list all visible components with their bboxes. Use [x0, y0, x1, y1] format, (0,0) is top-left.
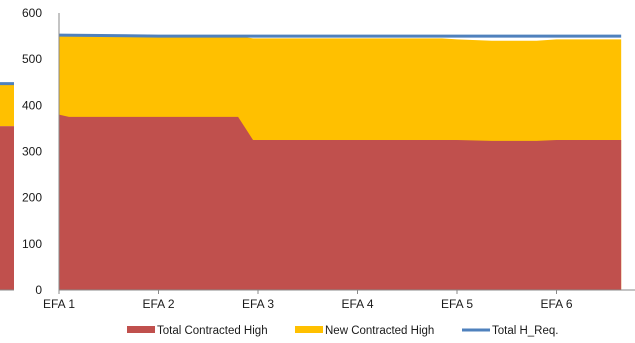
- y-tick-label: 0: [35, 283, 42, 297]
- legend-label: Total H_Req.: [492, 325, 558, 337]
- legend-item-total-contracted-high: Total Contracted High: [127, 325, 268, 337]
- y-tick-label: 200: [22, 191, 42, 205]
- legend-swatch: [295, 326, 323, 333]
- left-panel-contracted-area: [0, 126, 14, 290]
- clipped-chart-left: [0, 84, 14, 290]
- left-panel-new-contracted-area: [0, 85, 14, 127]
- x-tick-label: EFA 3: [242, 297, 274, 311]
- plot-area: [59, 35, 621, 290]
- series-total-h-req-line: [59, 35, 621, 36]
- series-total-contracted-high-area: [59, 115, 621, 290]
- y-tick-label: 600: [22, 6, 42, 20]
- legend-swatch: [127, 326, 155, 333]
- y-tick-label: 500: [22, 52, 42, 66]
- x-tick-label: EFA 5: [441, 297, 473, 311]
- legend-item-total-h-req: Total H_Req.: [462, 325, 558, 337]
- x-tick-label: EFA 4: [341, 297, 373, 311]
- y-tick-label: 300: [22, 145, 42, 159]
- legend-item-new-contracted-high: New Contracted High: [295, 325, 434, 337]
- legend-label: New Contracted High: [325, 325, 434, 337]
- x-tick-label: EFA 1: [43, 297, 75, 311]
- y-tick-label: 100: [22, 237, 42, 251]
- legend: Total Contracted High New Contracted High…: [127, 325, 558, 337]
- legend-label: Total Contracted High: [157, 325, 268, 337]
- y-tick-label: 400: [22, 98, 42, 112]
- x-tick-label: EFA 2: [142, 297, 174, 311]
- x-tick-label: EFA 6: [540, 297, 572, 311]
